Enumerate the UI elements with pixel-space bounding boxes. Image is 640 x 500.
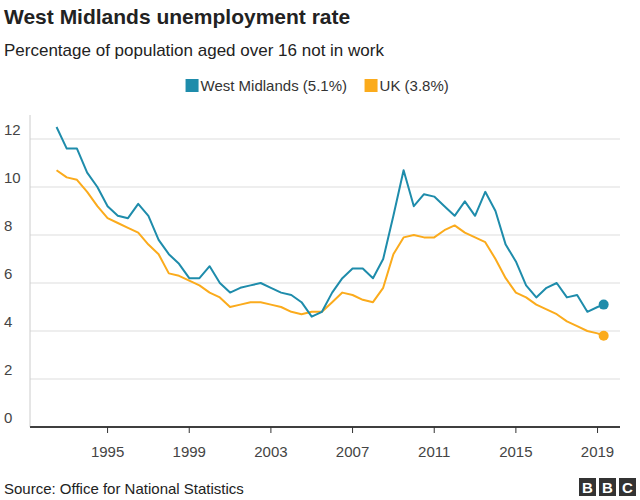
x-axis: 1995 1999 2003 2007 2011 2015 2019 [30, 427, 620, 460]
x-tick [352, 427, 353, 433]
series-line [57, 170, 604, 336]
y-axis-line [30, 115, 31, 427]
logo-box [619, 478, 636, 496]
x-tick [434, 427, 435, 433]
x-tick [270, 427, 271, 433]
y-tick-label: 4 [4, 313, 12, 330]
legend-swatch [365, 79, 378, 92]
legend-label: West Midlands (5.1%) [201, 77, 347, 94]
legend-label: UK (3.8%) [380, 77, 449, 94]
logo-letter: B [602, 479, 613, 496]
legend: West Midlands (5.1%) UK (3.8%) [186, 77, 449, 94]
grid-line [30, 139, 620, 140]
logo: BBC [579, 478, 636, 496]
title: West Midlands unemployment rate [4, 5, 350, 28]
logo-letter: C [622, 479, 633, 496]
logo-box [579, 478, 596, 496]
logo-box [599, 478, 616, 496]
chart: West Midlands unemployment rate Percentag… [0, 0, 640, 500]
x-tick [189, 427, 190, 433]
subtitle: Percentage of population aged over 16 no… [4, 41, 384, 60]
grid-line [30, 187, 620, 188]
x-tick [107, 427, 108, 433]
plot-area [57, 127, 609, 341]
end-marker [599, 300, 609, 310]
y-tick-label: 8 [4, 217, 12, 234]
y-tick-label: 6 [4, 265, 12, 282]
x-tick-label: 2011 [418, 443, 450, 460]
y-tick-label: 2 [4, 361, 12, 378]
grid-line [30, 379, 620, 380]
x-tick-label: 2019 [581, 443, 614, 460]
grid-line [30, 235, 620, 236]
grid-line [30, 426, 620, 428]
grid-line [30, 283, 620, 284]
legend-swatch [186, 79, 199, 92]
x-axis-line [30, 426, 620, 428]
end-marker [599, 331, 609, 341]
series-line [57, 127, 604, 317]
x-tick [597, 427, 598, 433]
logo-letter: B [582, 479, 593, 496]
x-tick-label: 2015 [499, 443, 532, 460]
x-tick-label: 2007 [336, 443, 369, 460]
x-tick [515, 427, 516, 433]
y-tick-label: 0 [4, 409, 12, 426]
source: Source: Office for National Statistics [4, 480, 244, 497]
y-tick-label: 10 [4, 169, 21, 186]
y-axis: 0 2 4 6 8 10 12 [4, 115, 620, 427]
x-tick-label: 2003 [254, 443, 287, 460]
x-tick-label: 1999 [173, 443, 206, 460]
x-tick-label: 1995 [91, 443, 124, 460]
y-tick-label: 12 [4, 121, 21, 138]
grid-line [30, 331, 620, 332]
